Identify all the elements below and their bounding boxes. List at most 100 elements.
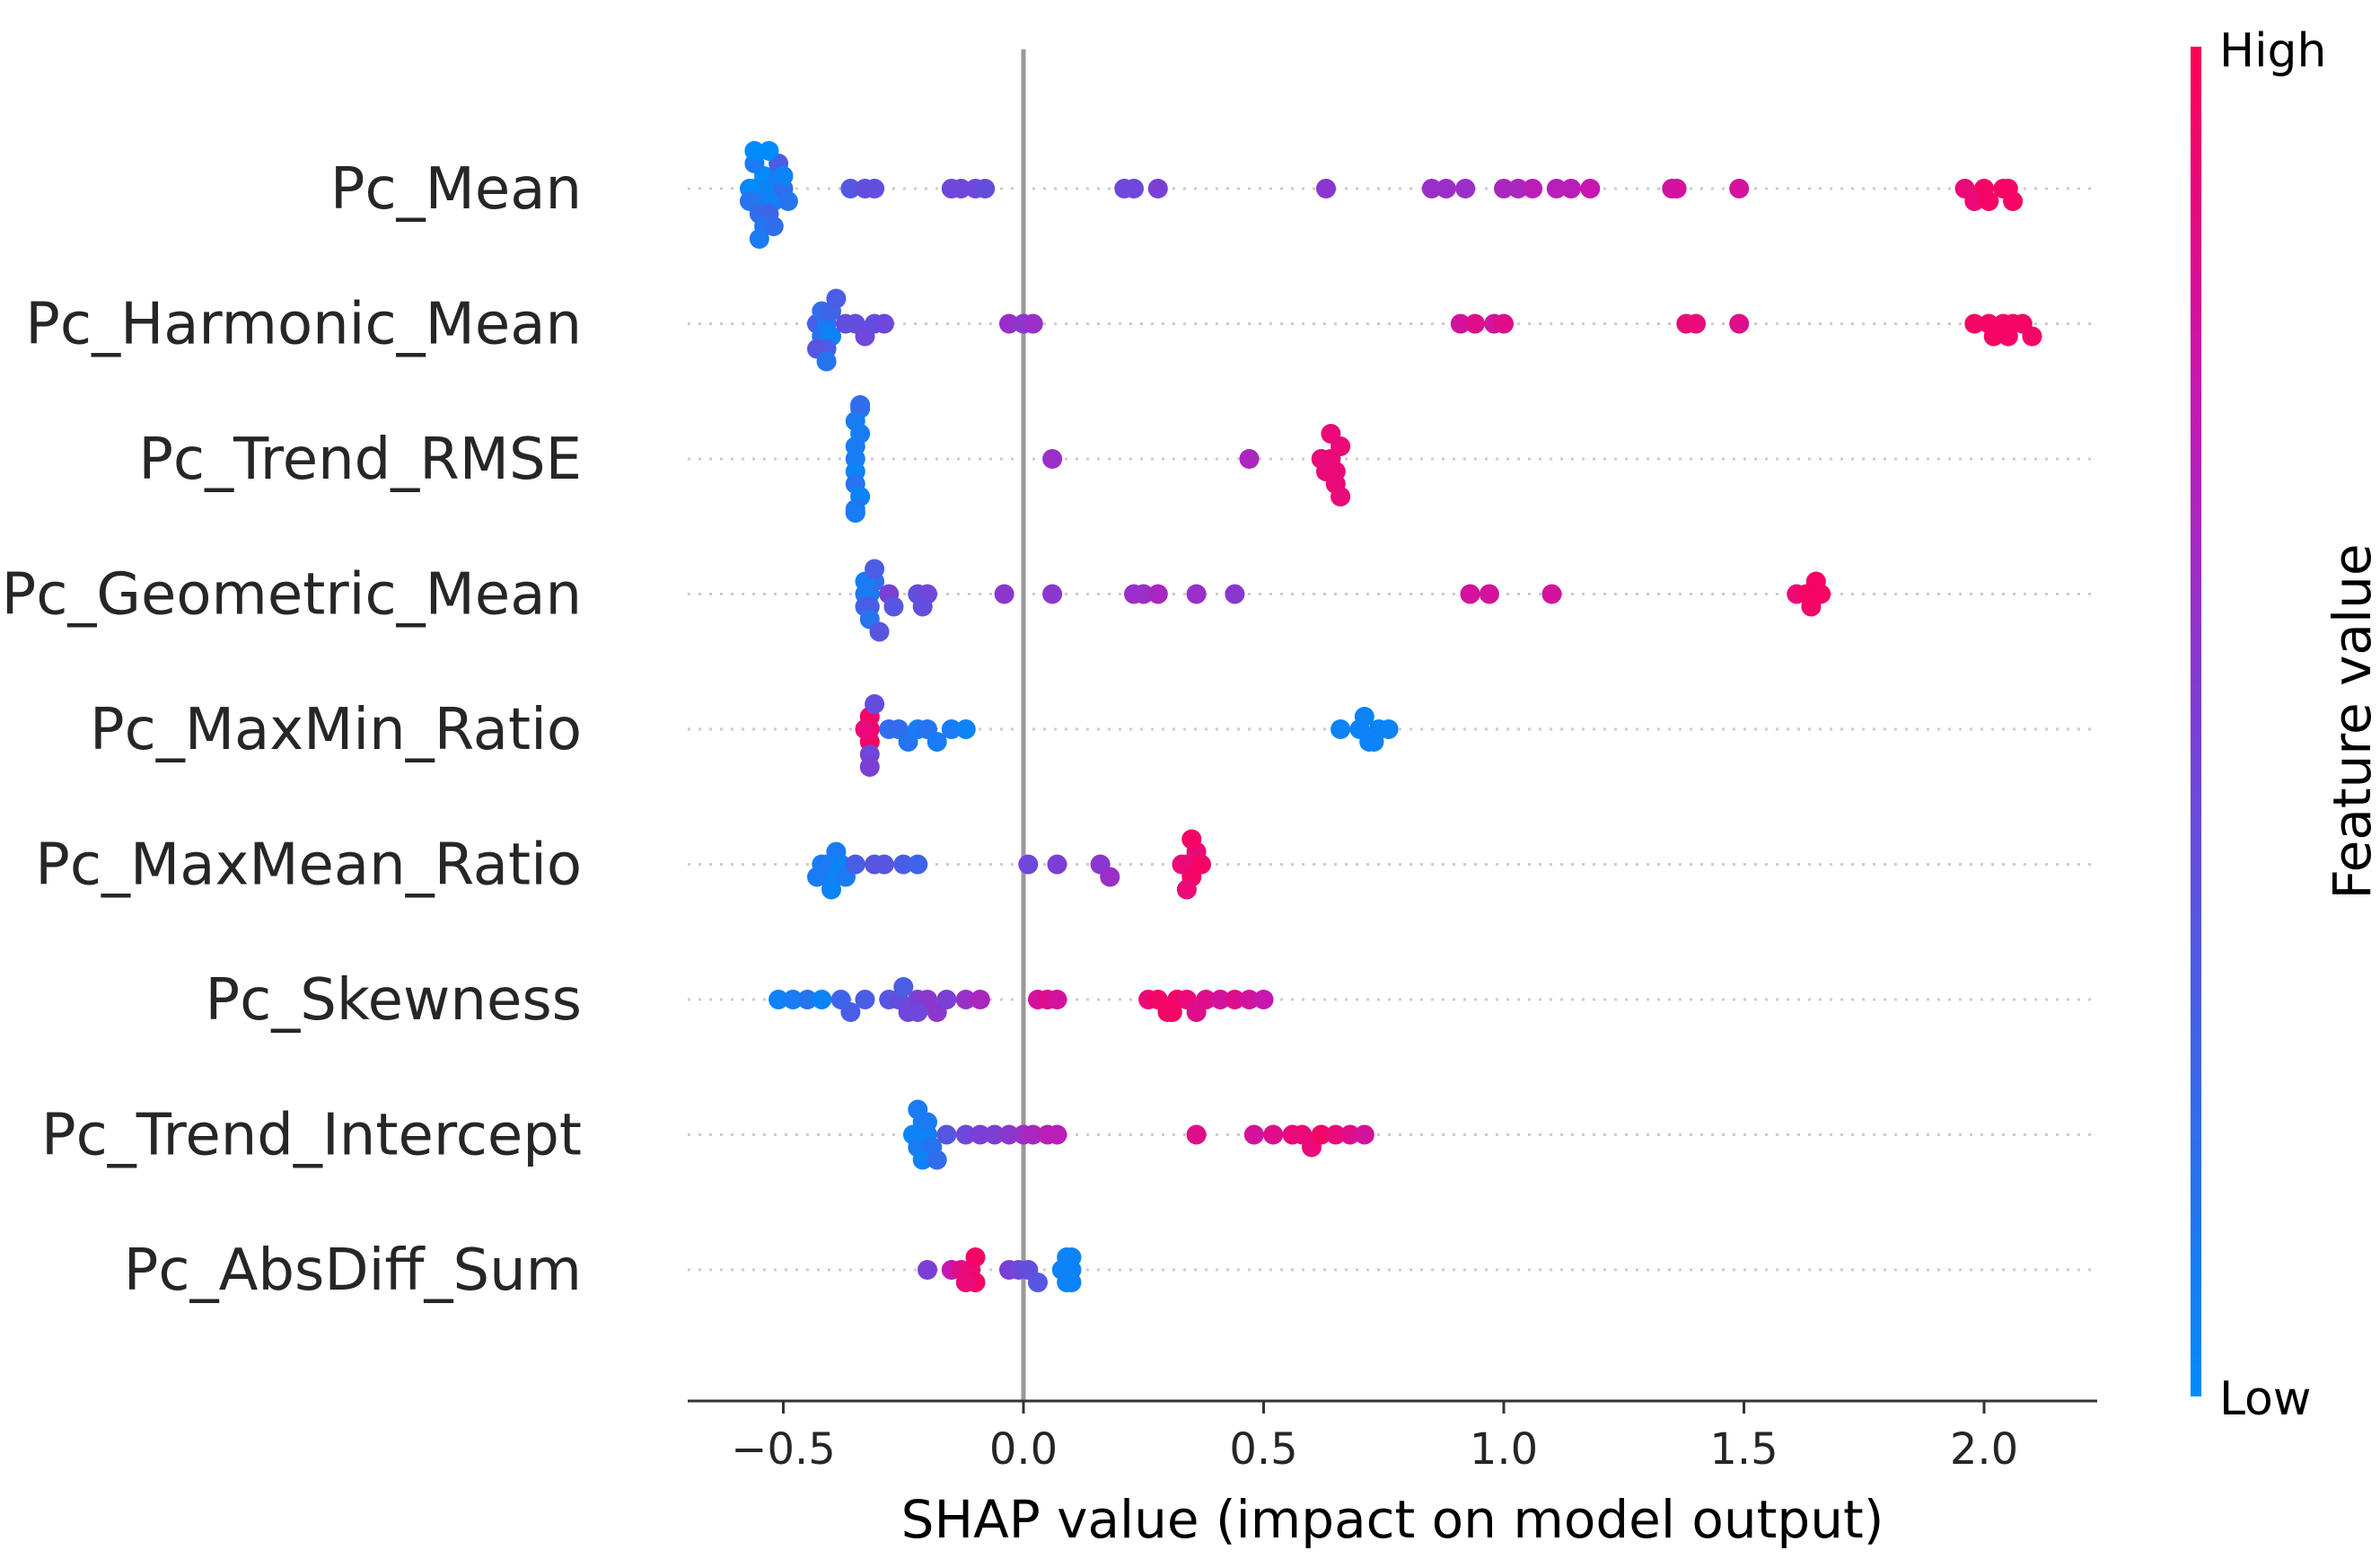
shap-point <box>912 596 933 617</box>
feature-label: Pc_Skewness <box>205 967 582 1034</box>
shap-point <box>865 179 885 198</box>
shap-point <box>1494 179 1514 198</box>
shap-point <box>1042 584 1063 604</box>
shap-point <box>1494 313 1514 334</box>
x-tick-label: 1.5 <box>1709 1424 1778 1475</box>
shap-point <box>1508 179 1529 198</box>
shap-point <box>1541 584 1562 604</box>
shap-point <box>773 166 794 186</box>
feature-label: Pc_Mean <box>330 156 582 223</box>
colorbar-high-label: High <box>2219 24 2327 78</box>
shap-point <box>1354 1124 1374 1145</box>
shap-point <box>951 179 971 198</box>
shap-point <box>855 990 875 1009</box>
shap-point <box>812 990 832 1009</box>
shap-point <box>1580 179 1601 198</box>
shap-point <box>1979 191 1999 211</box>
feature-labels: Pc_Mean Pc_Harmonic_Mean Pc_Trend_RMSE Pc_G… <box>2 156 582 1304</box>
shap-point <box>1421 179 1442 198</box>
shap-point <box>1460 584 1480 604</box>
shap-point <box>1436 179 1456 198</box>
shap-point <box>874 854 894 875</box>
x-axis-title: SHAP value (impact on model output) <box>901 1489 1884 1550</box>
shap-point <box>927 1150 947 1170</box>
shap-point <box>1147 584 1168 604</box>
shap-point <box>1666 179 1687 198</box>
shap-point <box>908 854 928 875</box>
shap-point <box>1047 990 1067 1009</box>
shap-point <box>1560 179 1581 198</box>
colorbar: High Low Feature value <box>2191 24 2380 1426</box>
shap-point <box>1811 584 1831 604</box>
shap-point <box>2003 191 2024 211</box>
shap-point <box>975 179 996 198</box>
shap-point <box>874 313 894 334</box>
shap-point <box>1331 487 1351 507</box>
shap-point <box>1239 990 1260 1009</box>
shap-point <box>893 977 914 997</box>
shap-point <box>797 990 818 1009</box>
shap-point <box>1998 326 2018 347</box>
x-tick-label: 0.0 <box>989 1424 1058 1475</box>
shap-point <box>865 694 885 714</box>
shap-point <box>955 1124 976 1145</box>
shap-point <box>2022 326 2042 347</box>
shap-point <box>955 1273 976 1292</box>
shap-point <box>1181 829 1202 850</box>
shap-point <box>1378 719 1399 739</box>
shap-point <box>1186 584 1207 604</box>
shap-point <box>936 990 957 1009</box>
shap-point <box>1243 1124 1264 1145</box>
shap-point <box>1331 719 1351 739</box>
shap-point <box>999 1124 1019 1145</box>
shap-point <box>1354 707 1374 727</box>
shap-point <box>1729 179 1750 198</box>
shap-point <box>1023 313 1043 334</box>
shap-point <box>845 503 865 523</box>
shap-point <box>1225 584 1245 604</box>
shap-point <box>1186 1124 1207 1145</box>
shap-point <box>1964 313 1985 334</box>
shap-point <box>1047 1124 1067 1145</box>
shap-point <box>1191 854 1211 875</box>
shap-point <box>1239 449 1260 469</box>
shap-point <box>1028 1273 1048 1292</box>
shap-point <box>1311 1124 1331 1145</box>
shap-point <box>1325 1124 1346 1145</box>
shap-point <box>955 990 976 1009</box>
shap-point <box>1321 424 1341 444</box>
shap-point <box>918 1112 937 1132</box>
shap-point <box>1263 1124 1284 1145</box>
shap-point <box>1455 179 1476 198</box>
x-tick-label: 0.5 <box>1229 1424 1297 1475</box>
shap-point <box>1162 1002 1182 1022</box>
shap-point <box>1479 584 1499 604</box>
feature-label: Pc_Trend_Intercept <box>41 1103 582 1169</box>
shap-point <box>840 179 861 198</box>
shap-point <box>850 395 871 415</box>
shap-point <box>984 1124 1005 1145</box>
shap-point <box>908 1002 928 1022</box>
shap-point <box>1686 313 1706 334</box>
shap-point <box>999 313 1019 334</box>
shap-point <box>1176 879 1197 900</box>
shap-point <box>821 879 841 900</box>
shap-point <box>927 732 947 752</box>
shap-point <box>994 584 1014 604</box>
shap-point <box>777 191 798 211</box>
shap-point <box>1061 1273 1082 1292</box>
shap-point <box>749 229 769 249</box>
shap-point <box>783 990 804 1009</box>
shap-point <box>918 1260 937 1280</box>
shap-point <box>1210 990 1231 1009</box>
shap-point <box>763 216 784 236</box>
shap-point <box>893 854 914 875</box>
shap-point <box>1196 990 1216 1009</box>
shap-point <box>936 1124 957 1145</box>
shap-point <box>1523 179 1543 198</box>
feature-label: Pc_MaxMin_Ratio <box>90 697 582 763</box>
shap-point <box>970 990 990 1009</box>
shap-point <box>883 596 904 617</box>
shap-point <box>1042 449 1063 469</box>
shap-point <box>1983 326 2004 347</box>
